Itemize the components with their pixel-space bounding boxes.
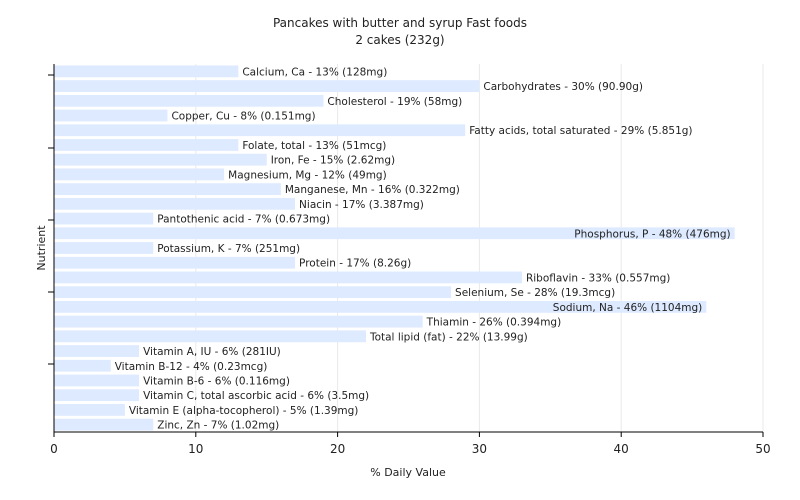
x-axis-label: % Daily Value — [370, 466, 446, 479]
bar — [54, 286, 452, 299]
y-axis-label: Nutrient — [35, 225, 48, 271]
x-tick-label: 0 — [50, 442, 58, 456]
bar-label: Total lipid (fat) - 22% (13.99g) — [369, 331, 528, 343]
x-tick-label: 20 — [330, 442, 345, 456]
bar-label: Copper, Cu - 8% (0.151mg) — [171, 111, 315, 123]
bar — [54, 80, 480, 92]
bar-labels: Calcium, Ca - 13% (128mg) Carbohydrates -… — [115, 66, 731, 431]
bar-label: Potassium, K - 7% (251mg) — [157, 243, 300, 255]
bar-label: Protein - 17% (8.26g) — [299, 258, 411, 270]
bar — [54, 300, 707, 313]
bar-label: Phosphorus, P - 48% (476mg) — [574, 228, 730, 240]
x-tick-label: 10 — [188, 442, 203, 456]
chart-subtitle: 2 cakes (232g) — [355, 33, 444, 47]
x-tick-label: 40 — [614, 442, 629, 456]
bar — [54, 109, 168, 122]
bar — [54, 242, 154, 254]
bar-label: Calcium, Ca - 13% (128mg) — [242, 66, 387, 78]
bar-label: Folate, total - 13% (51mcg) — [242, 140, 386, 152]
bar — [54, 153, 267, 166]
bar-label: Selenium, Se - 28% (19.3mcg) — [455, 287, 615, 299]
bar-label: Carbohydrates - 30% (90.90g) — [483, 81, 643, 93]
bar — [54, 359, 111, 372]
x-tick-label: 30 — [472, 442, 487, 456]
bar — [54, 374, 140, 387]
bar — [54, 256, 296, 269]
bar-label: Vitamin B-6 - 6% (0.116mg) — [143, 375, 290, 387]
bars — [54, 65, 735, 431]
bar — [54, 404, 125, 416]
bar — [54, 227, 735, 240]
bar-label: Iron, Fe - 15% (2.62mg) — [271, 155, 395, 167]
bar-label: Zinc, Zn - 7% (1.02mg) — [157, 420, 279, 432]
bar — [54, 315, 423, 328]
bar — [54, 345, 140, 357]
bar — [54, 168, 225, 181]
bar-label: Riboflavin - 33% (0.557mg) — [526, 272, 670, 284]
bar-label: Sodium, Na - 46% (1104mg) — [553, 302, 702, 314]
bar — [54, 212, 154, 225]
bar — [54, 183, 281, 196]
bar-label: Manganese, Mn - 16% (0.322mg) — [285, 184, 460, 196]
bar — [54, 418, 154, 431]
bar — [54, 124, 466, 137]
bar-label: Niacin - 17% (3.387mg) — [299, 199, 424, 211]
bar-label: Vitamin B-12 - 4% (0.23mcg) — [115, 361, 268, 373]
bar-label: Fatty acids, total saturated - 29% (5.85… — [469, 125, 692, 137]
bar — [54, 271, 522, 284]
axes: 0 10 20 30 40 50 — [48, 64, 771, 456]
bar-label: Vitamin C, total ascorbic acid - 6% (3.5… — [143, 390, 369, 402]
bar — [54, 65, 239, 78]
bar — [54, 197, 296, 210]
bar — [54, 389, 140, 402]
bar — [54, 330, 366, 343]
bar-label: Cholesterol - 19% (58mg) — [327, 96, 462, 108]
bar-label: Pantothenic acid - 7% (0.673mg) — [157, 214, 330, 226]
chart-title: Pancakes with butter and syrup Fast food… — [273, 16, 527, 30]
bar-label: Thiamin - 26% (0.394mg) — [426, 317, 562, 329]
bar-label: Magnesium, Mg - 12% (49mg) — [228, 169, 387, 181]
bar-label: Vitamin A, IU - 6% (281IU) — [143, 346, 281, 358]
bar — [54, 139, 239, 151]
x-tick-label: 50 — [755, 442, 770, 456]
bar-label: Vitamin E (alpha-tocopherol) - 5% (1.39m… — [129, 405, 359, 417]
bar — [54, 94, 324, 107]
